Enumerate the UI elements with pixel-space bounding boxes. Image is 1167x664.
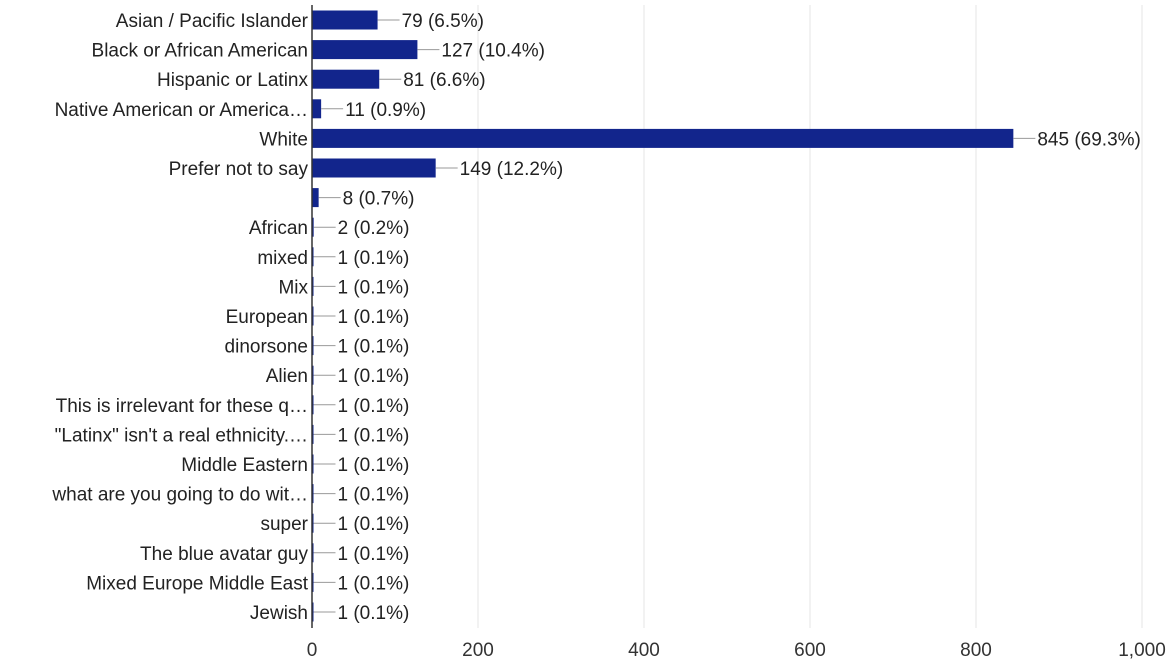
category-label: Black or African American [92, 41, 308, 62]
bar [312, 217, 314, 237]
data-label: 1 (0.1%) [338, 277, 410, 298]
x-tick-label: 200 [462, 640, 494, 661]
category-label: Prefer not to say [169, 159, 309, 180]
data-label: 2 (0.2%) [338, 218, 410, 239]
x-tick-label: 400 [628, 640, 660, 661]
bar [312, 158, 436, 178]
category-label: dinorsone [225, 337, 308, 358]
category-label: Hispanic or Latinx [157, 70, 309, 91]
bar [312, 40, 418, 60]
data-label: 1 (0.1%) [338, 573, 410, 594]
category-label: African [249, 218, 308, 239]
gridlines [477, 5, 1143, 628]
category-label: what are you going to do wit… [51, 485, 308, 506]
data-label: 1 (0.1%) [338, 307, 410, 328]
data-labels: 79 (6.5%) 127 (10.4%) 81 (6.6%) 11 (0.9%) 84… [338, 11, 1141, 624]
data-label: 1 (0.1%) [338, 425, 410, 446]
category-label: super [260, 514, 308, 535]
category-label: Native American or America… [55, 100, 308, 121]
bar [312, 10, 378, 30]
data-label: 11 (0.9%) [345, 100, 426, 121]
bars [312, 10, 1014, 622]
category-label: Asian / Pacific Islander [116, 11, 309, 32]
bar [312, 188, 319, 208]
category-label: Middle Eastern [181, 455, 308, 476]
category-label: European [226, 307, 308, 328]
category-label: mixed [257, 248, 308, 269]
category-labels: Asian / Pacific Islander Black or African… [51, 11, 308, 624]
data-label: 149 (12.2%) [460, 159, 564, 180]
data-label: 1 (0.1%) [338, 603, 410, 624]
data-label: 81 (6.6%) [403, 70, 485, 91]
data-label: 1 (0.1%) [338, 337, 410, 358]
data-label: 1 (0.1%) [338, 366, 410, 387]
leader-lines [313, 19, 1036, 613]
category-label: "Latinx" isn't a real ethnicity.… [55, 425, 308, 446]
data-label: 1 (0.1%) [338, 544, 410, 565]
data-label: 127 (10.4%) [441, 41, 545, 62]
x-tick-label: 600 [794, 640, 826, 661]
data-label: 8 (0.7%) [343, 189, 415, 210]
category-label: Alien [266, 366, 308, 387]
data-label: 79 (6.5%) [402, 11, 484, 32]
data-label: 1 (0.1%) [338, 485, 410, 506]
x-axis-tick-labels: 0 200 400 600 800 1,000 [307, 640, 1166, 661]
data-label: 1 (0.1%) [338, 396, 410, 417]
x-tick-label: 800 [960, 640, 992, 661]
category-label: White [259, 129, 308, 150]
category-label: The blue avatar guy [140, 544, 308, 565]
x-tick-label: 0 [307, 640, 318, 661]
x-tick-label: 1,000 [1118, 640, 1166, 661]
category-label: This is irrelevant for these q… [56, 396, 308, 417]
category-label: Mix [278, 277, 308, 298]
data-label: 1 (0.1%) [338, 514, 410, 535]
data-label: 1 (0.1%) [338, 455, 410, 476]
bar [312, 99, 322, 119]
data-label: 845 (69.3%) [1037, 129, 1141, 150]
data-label: 1 (0.1%) [338, 248, 410, 269]
bar [312, 69, 380, 89]
bar [312, 128, 1014, 148]
category-label: Mixed Europe Middle East [86, 573, 308, 594]
category-label: Jewish [250, 603, 308, 624]
